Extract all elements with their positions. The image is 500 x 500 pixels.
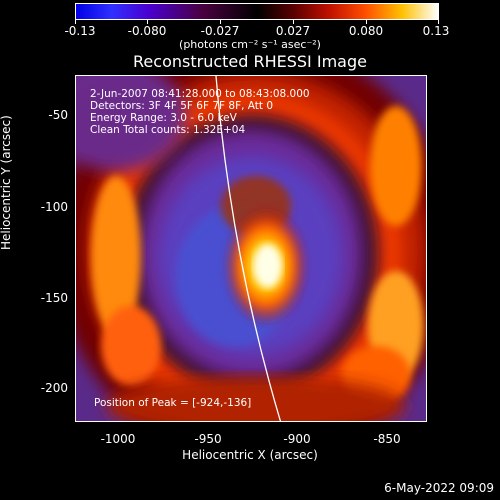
time-range-text: 2-Jun-2007 08:41:28.000 to 08:43:08.000: [90, 88, 310, 100]
colorbar-tick: [438, 20, 439, 24]
colorbar-units: (photons cm⁻² s⁻¹ asec⁻²): [179, 38, 321, 51]
colorbar: [75, 3, 439, 20]
peak-position-text: Position of Peak = [-924,-136]: [94, 397, 252, 409]
colorbar-label: 0.027: [275, 24, 311, 38]
energy-range-text: Energy Range: 3.0 - 6.0 keV: [90, 112, 237, 124]
plot-area: 2-Jun-2007 08:41:28.000 to 08:43:08.000 …: [75, 75, 427, 422]
colorbar-label: 0.13: [422, 24, 450, 38]
image-title: Reconstructed RHESSI Image: [133, 52, 367, 71]
y-tick-label: -150: [40, 291, 68, 305]
colorbar-label: -0.080: [127, 24, 167, 38]
colorbar-label: 0.080: [348, 24, 384, 38]
x-tick-label: -900: [283, 432, 311, 446]
solar-limb-line: [215, 76, 282, 421]
colorbar-tick: [366, 20, 367, 24]
detectors-text: Detectors: 3F 4F 5F 6F 7F 8F, Att 0: [90, 100, 274, 112]
x-axis-label: Heliocentric X (arcsec): [182, 448, 318, 462]
y-tick-label: -100: [40, 200, 68, 214]
colorbar-tick: [220, 20, 221, 24]
footer-date: 6-May-2022 09:09: [384, 481, 494, 495]
colorbar-tick: [75, 20, 76, 24]
colorbar-label: -0.027: [200, 24, 240, 38]
y-tick-label: -50: [48, 108, 68, 122]
x-tick-label: -850: [373, 432, 401, 446]
x-tick-label: -950: [194, 432, 222, 446]
x-tick-label: -1000: [100, 432, 136, 446]
clean-counts-text: Clean Total counts: 1.32E+04: [90, 124, 246, 136]
y-axis-label: Heliocentric Y (arcsec): [0, 115, 13, 250]
colorbar-tick: [293, 20, 294, 24]
y-tick-label: -200: [40, 381, 68, 395]
colorbar-tick: [147, 20, 148, 24]
solar-image: [76, 76, 426, 421]
colorbar-label: -0.13: [64, 24, 96, 38]
